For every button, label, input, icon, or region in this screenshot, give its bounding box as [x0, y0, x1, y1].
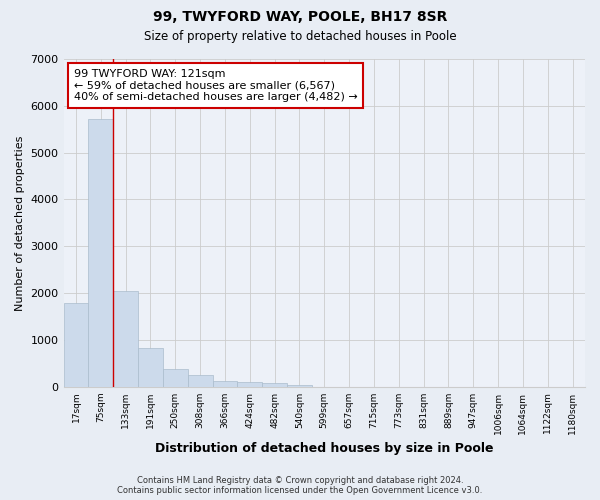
Y-axis label: Number of detached properties: Number of detached properties — [15, 135, 25, 310]
Text: 99 TWYFORD WAY: 121sqm
← 59% of detached houses are smaller (6,567)
40% of semi-: 99 TWYFORD WAY: 121sqm ← 59% of detached… — [74, 69, 358, 102]
Bar — [113, 290, 138, 386]
Bar — [212, 380, 238, 386]
Bar — [138, 348, 163, 387]
Bar — [262, 384, 287, 386]
Bar — [287, 385, 312, 386]
Bar — [188, 376, 212, 386]
Bar — [88, 119, 113, 386]
Text: Size of property relative to detached houses in Poole: Size of property relative to detached ho… — [143, 30, 457, 43]
Text: 99, TWYFORD WAY, POOLE, BH17 8SR: 99, TWYFORD WAY, POOLE, BH17 8SR — [153, 10, 447, 24]
Bar — [64, 304, 88, 386]
Text: Contains HM Land Registry data © Crown copyright and database right 2024.
Contai: Contains HM Land Registry data © Crown c… — [118, 476, 482, 495]
Bar — [238, 382, 262, 386]
X-axis label: Distribution of detached houses by size in Poole: Distribution of detached houses by size … — [155, 442, 494, 455]
Bar — [163, 369, 188, 386]
